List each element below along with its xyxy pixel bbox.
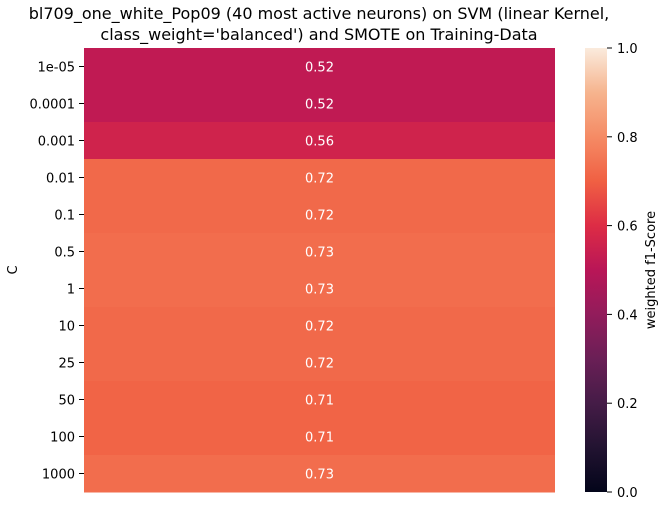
y-tick-label: 0.1 [54, 209, 75, 224]
cell-value-label: 0.52 [305, 98, 334, 113]
cell-value-label: 0.56 [305, 135, 334, 150]
cell-value-label: 0.73 [305, 468, 334, 483]
colorbar-tick-label: 0.4 [617, 308, 638, 323]
heatmap-cell [84, 270, 555, 308]
heatmap-cell [84, 307, 555, 345]
y-tick-label: 1 [67, 283, 75, 298]
heatmap-cell [84, 159, 555, 197]
colorbar-tick-label: 0.6 [617, 220, 638, 235]
colorbar-tick-label: 0.8 [617, 131, 638, 146]
y-tick-label: 1000 [42, 468, 75, 483]
heatmap-cell [84, 381, 555, 419]
y-axis-ticks: 1e-05 0.0001 0.001 0.01 0.1 0.5 1 10 25 50 100 1000 [30, 61, 84, 483]
colorbar-ticks: 0.0 0.2 0.4 0.6 0.8 1.0 [607, 42, 638, 501]
cell-value-label: 0.71 [305, 394, 334, 409]
cell-value-label: 0.72 [305, 357, 334, 372]
heatmap-cell [84, 48, 555, 86]
y-tick-label: 0.0001 [30, 98, 76, 113]
cell-value-label: 0.73 [305, 283, 334, 298]
heatmap-cell [84, 196, 555, 234]
y-tick-label: 25 [58, 357, 75, 372]
y-axis-label: C [6, 265, 21, 274]
cell-value-label: 0.73 [305, 246, 334, 261]
chart-title-line-2: class_weight='balanced') and SMOTE on Tr… [100, 25, 537, 45]
y-tick-label: 10 [58, 320, 75, 335]
cell-value-label: 0.52 [305, 61, 334, 76]
y-tick-label: 50 [58, 394, 75, 409]
heatmap-cell [84, 418, 555, 456]
colorbar-tick-label: 1.0 [617, 42, 638, 57]
y-tick-label: 0.001 [38, 135, 75, 150]
cell-value-label: 0.72 [305, 172, 334, 187]
colorbar-label: weighted f1-Score [644, 211, 659, 329]
heatmap-cell [84, 85, 555, 123]
heatmap-cell [84, 122, 555, 160]
colorbar [585, 48, 607, 492]
chart-title-line-1: bl709_one_white_Pop09 (40 most active ne… [29, 4, 610, 24]
y-tick-label: 0.5 [54, 246, 75, 261]
heatmap-cell [84, 233, 555, 271]
y-tick-label: 0.01 [46, 172, 75, 187]
cell-value-label: 0.72 [305, 209, 334, 224]
heatmap-cell [84, 344, 555, 382]
heatmap-cells: 0.52 0.52 0.56 0.72 0.72 0.73 0.73 0.72 0.72 0.71… [84, 48, 555, 493]
colorbar-tick-label: 0.2 [617, 397, 638, 412]
cell-value-label: 0.71 [305, 431, 334, 446]
y-tick-label: 100 [50, 431, 75, 446]
cell-value-label: 0.72 [305, 320, 334, 335]
heatmap-cell [84, 455, 555, 493]
y-tick-label: 1e-05 [37, 61, 75, 76]
colorbar-tick-label: 0.0 [617, 486, 638, 501]
